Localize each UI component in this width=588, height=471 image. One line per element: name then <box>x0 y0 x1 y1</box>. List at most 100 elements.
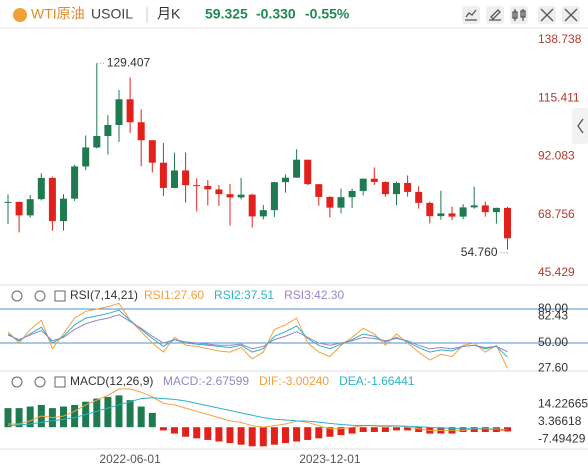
indicator-title: RSI(7,14,21) <box>70 288 138 302</box>
candle-body <box>159 162 167 188</box>
candle-body <box>359 178 367 191</box>
settings-icon[interactable] <box>34 376 46 388</box>
y-tick-label: 50.00 <box>538 335 568 349</box>
histogram-bar <box>470 427 478 432</box>
histogram-bar <box>71 404 79 428</box>
histogram-bar <box>248 427 256 447</box>
hide-icon[interactable] <box>11 290 23 302</box>
logo <box>13 8 27 22</box>
histogram-bar <box>171 427 178 434</box>
candle-body <box>248 194 256 217</box>
candle-body <box>26 199 34 216</box>
histogram-bar <box>115 395 123 428</box>
tool-icon <box>564 8 578 22</box>
annotation: 54.760 <box>461 245 498 259</box>
candle-body <box>504 207 511 239</box>
histogram-bar <box>93 398 101 428</box>
candle-body <box>492 207 500 213</box>
candle-body <box>71 166 79 199</box>
x-tick-label: 2022-06-01 <box>99 452 161 466</box>
y-tick-label: 92.083 <box>538 149 575 163</box>
y-tick-label: 45.429 <box>538 265 575 279</box>
histogram-bar <box>104 396 112 428</box>
more-icon[interactable] <box>54 290 66 302</box>
histogram-bar <box>481 427 489 432</box>
y-tick-label: 3.36618 <box>538 414 582 428</box>
candle-body <box>82 147 90 167</box>
histogram-bar <box>459 427 467 432</box>
candle-body <box>459 207 467 217</box>
y-tick-label: 68.756 <box>538 207 575 221</box>
candle-body <box>437 213 445 217</box>
histogram-bar <box>237 427 245 445</box>
value-tag: 27.60 <box>538 361 568 375</box>
candle-body <box>193 185 201 187</box>
histogram-bar <box>293 427 301 442</box>
legend-label: DEA:-1.66441 <box>339 374 415 388</box>
indicator-line <box>7 309 508 358</box>
histogram-bar <box>159 427 167 431</box>
histogram-bar <box>326 427 334 437</box>
candle-body <box>426 202 434 217</box>
tool-icon <box>465 9 477 21</box>
candle-body <box>37 177 45 200</box>
candle-body <box>4 201 12 203</box>
candle-body <box>137 122 145 141</box>
histogram-bar <box>282 427 289 444</box>
tool-button[interactable] <box>486 6 504 24</box>
candle-body <box>171 170 178 188</box>
candle-body <box>448 213 456 217</box>
change-percent: -0.55% <box>305 6 350 22</box>
legend-label: MACD:-2.67599 <box>163 374 249 388</box>
candle-body <box>348 190 356 198</box>
settings-icon[interactable] <box>34 290 46 302</box>
legend-label: RSI2:37.51 <box>214 288 274 302</box>
y-tick-label: 115.411 <box>538 90 580 104</box>
y-tick-label: 14.22665 <box>538 397 588 411</box>
hide-icon[interactable] <box>11 376 23 388</box>
candle-body <box>237 194 245 198</box>
histogram-bar <box>381 427 389 432</box>
histogram-bar <box>304 427 312 440</box>
x-tick-label: 2023-12-01 <box>299 452 361 466</box>
instrument-name: WTI原油 <box>31 6 85 22</box>
candle-body <box>326 196 334 208</box>
legend-label: RSI3:42.30 <box>284 288 344 302</box>
more-icon[interactable] <box>54 376 66 388</box>
candle-body <box>270 182 278 211</box>
candle-body <box>226 194 234 198</box>
histogram-bar <box>348 427 356 434</box>
candle-body <box>337 197 345 208</box>
histogram-bar <box>415 427 423 432</box>
indicator-line <box>8 388 508 433</box>
value-tag: 82.43 <box>538 308 568 322</box>
y-tick-label: 138.738 <box>538 32 582 46</box>
candle-body <box>293 159 301 178</box>
period[interactable]: 月K <box>157 6 181 22</box>
histogram-bar <box>259 427 267 447</box>
histogram-bar <box>215 427 223 442</box>
histogram-bar <box>359 427 367 432</box>
candle-body <box>126 99 134 123</box>
candle-body <box>182 170 190 186</box>
change: -0.330 <box>256 6 296 22</box>
side-button[interactable] <box>572 108 588 144</box>
candle-body <box>481 205 489 213</box>
histogram-bar <box>226 427 234 444</box>
indicator-line <box>7 302 508 369</box>
tool-icon <box>489 9 501 21</box>
legend-label: DIF:-3.00240 <box>259 374 329 388</box>
candle-body <box>259 210 267 217</box>
candle-body <box>215 189 223 195</box>
candle-body <box>282 177 289 183</box>
candle-body <box>104 124 112 136</box>
histogram-bar <box>270 427 278 445</box>
y-tick-label: 80.00 <box>538 301 568 315</box>
candle-body <box>48 177 56 222</box>
histogram-bar <box>182 427 190 437</box>
histogram-bar <box>126 400 134 428</box>
indicator-line <box>7 314 508 353</box>
histogram-bar <box>137 406 145 428</box>
annotation: 129.407 <box>107 55 151 69</box>
